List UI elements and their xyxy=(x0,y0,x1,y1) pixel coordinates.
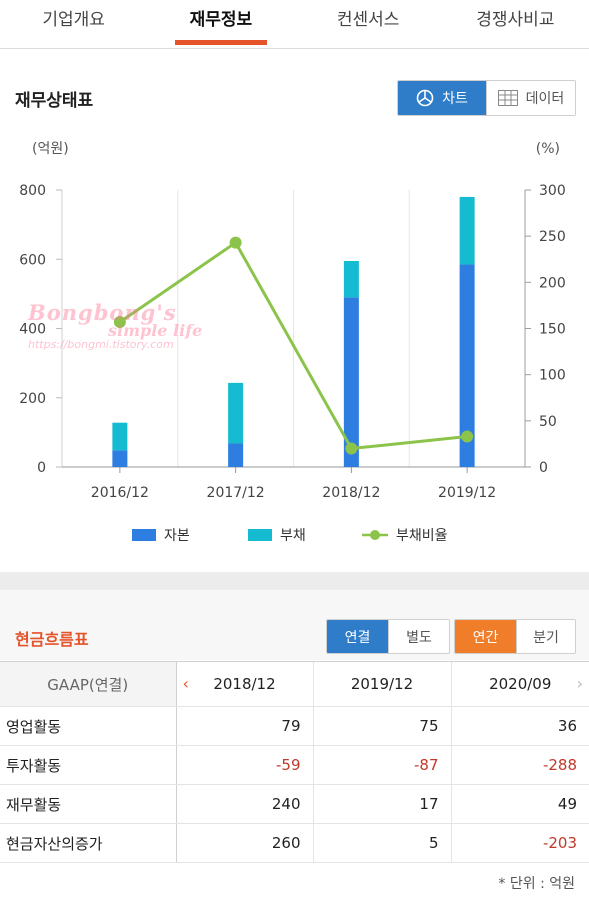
y-right-tick-label: 100 xyxy=(539,368,566,384)
annual-button[interactable]: 연간 xyxy=(455,620,516,653)
balance-sheet-chart: (억원) (%) 0 200 400 600 800 0 50 100 150 200 250 300 20… xyxy=(19,141,566,501)
table-cell: -203 xyxy=(450,823,589,863)
bar-debt xyxy=(228,382,244,444)
table-cell: 75 xyxy=(312,706,451,746)
top-tab-bar: 기업개요 재무정보 컨센서스 경쟁사비교 xyxy=(0,0,589,49)
column-header: 2020/09 › xyxy=(450,661,589,707)
table-row: 영업활동 79 75 36 xyxy=(0,706,589,746)
data-view-button[interactable]: 데이터 xyxy=(486,81,575,115)
period-toggle: 연간 분기 xyxy=(454,619,576,654)
y-right-tick-label: 200 xyxy=(539,275,566,291)
bar-debt xyxy=(343,260,359,298)
prev-period-arrow-icon[interactable]: ‹ xyxy=(182,674,189,693)
legend-swatch-equity xyxy=(132,529,156,541)
x-tick-label: 2018/12 xyxy=(322,485,380,501)
tab-consensus[interactable]: 컨센서스 xyxy=(336,10,400,30)
table-cell: 49 xyxy=(450,784,589,824)
pie-chart-icon xyxy=(416,89,434,107)
table-row: 투자활동 -59 -87 -288 xyxy=(0,745,589,785)
debt-ratio-point xyxy=(461,430,474,443)
table-cell: -87 xyxy=(312,745,451,785)
debt-ratio-line xyxy=(119,240,468,451)
row-label: 재무활동 xyxy=(0,784,177,824)
quarterly-button[interactable]: 분기 xyxy=(516,620,575,653)
next-period-arrow-icon[interactable]: › xyxy=(576,674,583,693)
y-right-tick-label: 150 xyxy=(539,322,566,338)
table-grid-icon xyxy=(497,90,518,106)
y-right-unit-label: (%) xyxy=(536,141,560,157)
debt-ratio-point xyxy=(113,316,126,329)
y-left-tick-label: 600 xyxy=(19,252,46,268)
chart-view-label: 차트 xyxy=(442,91,468,107)
debt-ratio-point xyxy=(229,236,242,249)
cash-flow-title: 현금흐름표 xyxy=(15,630,89,649)
table-header-row: GAAP(연결) ‹ 2018/12 2019/12 2020/09 › xyxy=(0,661,589,707)
y-right-tick-label: 0 xyxy=(539,460,548,476)
table-cell: 79 xyxy=(176,706,313,746)
bar-debt xyxy=(459,196,475,265)
y-right-tick-label: 50 xyxy=(539,414,557,430)
table-row: 현금자산의증가 260 5 -203 xyxy=(0,823,589,863)
tab-company-overview[interactable]: 기업개요 xyxy=(42,10,105,30)
consolidation-toggle: 연결 별도 xyxy=(326,619,450,654)
x-tick-label: 2016/12 xyxy=(91,485,149,501)
legend-swatch-debt xyxy=(248,529,272,541)
row-label: 현금자산의증가 xyxy=(0,823,177,863)
debt-ratio-point xyxy=(345,442,358,455)
table-cell: -59 xyxy=(176,745,313,785)
tab-competitor-compare[interactable]: 경쟁사비교 xyxy=(476,10,555,30)
row-label: 영업활동 xyxy=(0,706,177,746)
column-header: ‹ 2018/12 xyxy=(176,661,313,707)
y-left-tick-label: 800 xyxy=(19,183,46,199)
row-label: 투자활동 xyxy=(0,745,177,785)
consolidated-button[interactable]: 연결 xyxy=(327,620,388,653)
y-right-tick-label: 250 xyxy=(539,229,566,245)
legend-line-marker-icon xyxy=(362,530,388,540)
chart-data-toggle: 차트 데이터 xyxy=(397,80,576,116)
data-view-label: 데이터 xyxy=(525,91,565,107)
table-cell: 260 xyxy=(176,823,313,863)
cash-flow-table: GAAP(연결) ‹ 2018/12 2019/12 2020/09 › 영업활… xyxy=(0,661,589,863)
y-left-unit-label: (억원) xyxy=(32,141,69,157)
y-left-tick-label: 0 xyxy=(37,460,46,476)
table-cell: -288 xyxy=(450,745,589,785)
x-tick-label: 2019/12 xyxy=(438,485,496,501)
legend-item-equity: 자본 xyxy=(132,525,190,545)
table-row: 재무활동 240 17 49 xyxy=(0,784,589,824)
legend-item-debt-ratio: 부채비율 xyxy=(362,525,448,545)
table-cell: 5 xyxy=(312,823,451,863)
y-left-tick-label: 400 xyxy=(19,322,46,338)
balance-sheet-title: 재무상태표 xyxy=(15,91,94,111)
separate-button[interactable]: 별도 xyxy=(388,620,449,653)
table-cell: 17 xyxy=(312,784,451,824)
y-left-tick-label: 200 xyxy=(19,391,46,407)
table-cell: 240 xyxy=(176,784,313,824)
tab-financial-info[interactable]: 재무정보 xyxy=(147,0,294,48)
table-cell: 36 xyxy=(450,706,589,746)
y-right-tick-label: 300 xyxy=(539,183,566,199)
bar-equity xyxy=(459,264,475,467)
chart-legend: 자본 부채 부채비율 xyxy=(0,525,589,547)
chart-view-button[interactable]: 차트 xyxy=(398,81,486,115)
bar-equity xyxy=(343,297,359,467)
x-tick-label: 2017/12 xyxy=(207,485,265,501)
column-header: 2019/12 xyxy=(312,661,451,707)
unit-note: * 단위 : 억원 xyxy=(498,876,575,892)
section-divider xyxy=(0,572,589,590)
gaap-header: GAAP(연결) xyxy=(0,661,177,707)
bar-equity xyxy=(228,443,244,467)
legend-item-debt: 부채 xyxy=(248,525,306,545)
bar-equity xyxy=(112,450,128,467)
bar-debt xyxy=(112,422,128,451)
